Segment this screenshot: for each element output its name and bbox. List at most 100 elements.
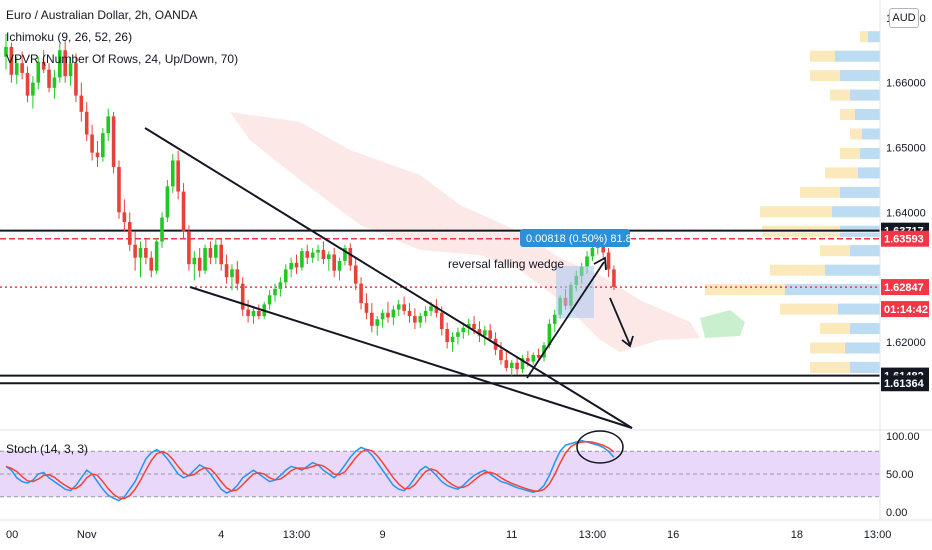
measure-box	[556, 266, 594, 318]
price-tag	[881, 279, 929, 296]
candle-body	[552, 314, 557, 324]
volume-row-down	[785, 284, 880, 296]
volume-row-down	[860, 147, 880, 159]
candle-body	[31, 82, 35, 96]
volume-row-down	[850, 89, 880, 101]
candle-body	[14, 63, 19, 75]
indicator-vpvr[interactable]: VPVR (Number Of Rows, 24, Up/Down, 70)	[6, 52, 239, 66]
candle-body	[526, 358, 530, 362]
candle-body	[380, 312, 385, 320]
volume-row-up	[780, 303, 880, 315]
up-arrow-icon	[593, 256, 607, 271]
candle-body	[359, 283, 363, 304]
candle-body	[74, 63, 78, 96]
candle-body	[106, 116, 111, 134]
candle-body	[235, 269, 240, 284]
symbol-title[interactable]: Euro / Australian Dollar, 2h, OANDA	[6, 8, 198, 22]
candle-body	[531, 354, 536, 362]
volume-row-down	[835, 50, 880, 62]
candle-body	[483, 330, 487, 336]
candle-body	[536, 354, 541, 358]
candle-body	[445, 329, 449, 342]
volume-row-down	[832, 206, 880, 218]
countdown-tag	[881, 301, 929, 318]
price-tick-label: 1.64000	[886, 207, 926, 219]
candle-body	[472, 323, 476, 330]
volume-row-down	[850, 361, 880, 373]
cloud-area	[700, 310, 745, 338]
indicator-stoch[interactable]: Stoch (14, 3, 3)	[6, 442, 89, 456]
candle-body	[181, 191, 186, 232]
candle-body	[612, 269, 616, 287]
candle-body	[68, 63, 73, 77]
stoch-tick-label: 100.00	[886, 431, 920, 443]
candle-body	[138, 247, 143, 258]
volume-row-down	[825, 264, 880, 276]
time-axis[interactable]: 00 Nov 4 13:00 9 11 13:00 16 18 13:00	[0, 519, 932, 541]
down-arrow-line	[609, 297, 631, 346]
volume-row-up	[760, 206, 880, 218]
candle-body	[187, 231, 191, 265]
candle-body	[434, 306, 439, 313]
time-tick-label: 13:00	[864, 529, 892, 541]
price-tag-label: 1.63593	[884, 234, 924, 246]
candle-body	[590, 247, 595, 257]
price-tag	[881, 230, 929, 247]
candle-body	[370, 312, 374, 326]
candle-body	[477, 329, 482, 336]
stoch-tick-label: 0.00	[886, 507, 907, 519]
candle-body	[246, 309, 250, 317]
candle-body	[165, 186, 170, 218]
candle-body	[117, 166, 121, 213]
candle-body	[391, 309, 396, 318]
candle-body	[267, 295, 272, 305]
candle-body	[375, 319, 380, 326]
candle-body	[402, 304, 406, 311]
candle-body	[208, 247, 213, 258]
measure-label: 0.00818 (0.50%) 81.8	[526, 233, 632, 245]
time-tick-label: 9	[380, 529, 386, 541]
down-arrow-icon	[621, 335, 634, 348]
candle-body	[41, 61, 46, 70]
candle-body	[423, 310, 428, 317]
candle-body	[176, 160, 180, 192]
candle-body	[348, 247, 353, 266]
volume-row-up	[810, 361, 880, 373]
candle-body	[418, 316, 423, 323]
measure-label-box	[520, 229, 630, 247]
countdown-label: 01:14:42	[884, 304, 928, 316]
candle-body	[585, 256, 589, 267]
price-tick-label: 1.65000	[886, 142, 926, 154]
candle-body	[300, 251, 304, 268]
candle-body	[240, 283, 245, 310]
candle-body	[154, 241, 159, 271]
candle-body	[466, 323, 471, 328]
candle-body	[36, 61, 41, 83]
stoch-k-line	[5, 439, 615, 502]
volume-row-up	[825, 167, 880, 179]
candle-body	[601, 244, 605, 253]
candle-body	[429, 306, 433, 311]
ichimoku-cloud	[230, 112, 745, 352]
volume-row-down	[858, 167, 880, 179]
candle-body	[488, 330, 492, 339]
time-tick-label: 4	[218, 529, 224, 541]
candle-body	[251, 310, 256, 317]
currency-button[interactable]: AUD	[889, 8, 919, 28]
candle-body	[25, 72, 30, 96]
stoch-tick-label: 50.00	[886, 469, 914, 481]
indicator-ichimoku[interactable]: Ichimoku (9, 26, 52, 26)	[6, 30, 133, 44]
candle-body	[127, 222, 132, 245]
price-tag	[881, 375, 929, 392]
time-tick-label: 13:00	[283, 529, 311, 541]
time-tick-label: 13:00	[579, 529, 607, 541]
price-tag-label: 1.61364	[884, 378, 925, 390]
candle-body	[413, 316, 417, 323]
price-tick-label: 1.62000	[886, 337, 926, 349]
candle-body	[515, 362, 519, 370]
candle-body	[353, 265, 358, 284]
horizontal-levels	[0, 229, 880, 386]
candle-body	[149, 257, 154, 271]
candle-body	[224, 264, 229, 278]
